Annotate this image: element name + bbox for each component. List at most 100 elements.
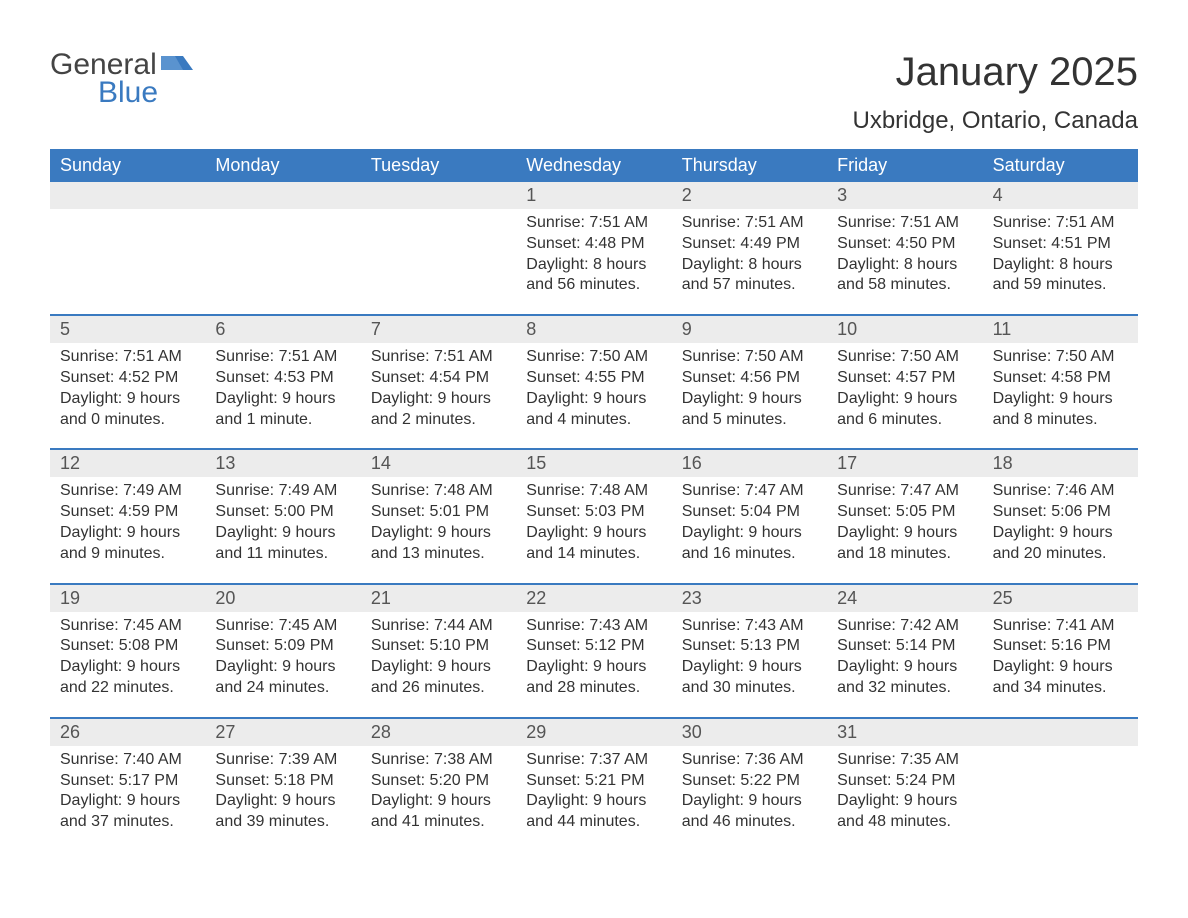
sunset-line: Sunset: 4:58 PM: [993, 368, 1128, 389]
calendar-cell: .: [361, 182, 516, 314]
calendar-cell: 8Sunrise: 7:50 AMSunset: 4:55 PMDaylight…: [516, 316, 671, 448]
sunrise-line: Sunrise: 7:46 AM: [993, 481, 1128, 502]
week-row: 12Sunrise: 7:49 AMSunset: 4:59 PMDayligh…: [50, 448, 1138, 582]
sunset-line: Sunset: 4:48 PM: [526, 234, 661, 255]
calendar-cell: 3Sunrise: 7:51 AMSunset: 4:50 PMDaylight…: [827, 182, 982, 314]
calendar-cell: 2Sunrise: 7:51 AMSunset: 4:49 PMDaylight…: [672, 182, 827, 314]
day-content: Sunrise: 7:35 AMSunset: 5:24 PMDaylight:…: [827, 746, 982, 833]
calendar-cell: 16Sunrise: 7:47 AMSunset: 5:04 PMDayligh…: [672, 450, 827, 582]
day-number: 18: [983, 450, 1138, 477]
sunrise-line: Sunrise: 7:51 AM: [526, 213, 661, 234]
day-number: 28: [361, 719, 516, 746]
sunset-line: Sunset: 5:12 PM: [526, 636, 661, 657]
sunset-line: Sunset: 5:16 PM: [993, 636, 1128, 657]
sunrise-line: Sunrise: 7:48 AM: [371, 481, 506, 502]
sunset-line: Sunset: 4:50 PM: [837, 234, 972, 255]
calendar-cell: 6Sunrise: 7:51 AMSunset: 4:53 PMDaylight…: [205, 316, 360, 448]
sunset-line: Sunset: 5:05 PM: [837, 502, 972, 523]
day-content: Sunrise: 7:45 AMSunset: 5:08 PMDaylight:…: [50, 612, 205, 699]
sunset-line: Sunset: 5:21 PM: [526, 771, 661, 792]
day-header-cell: Monday: [205, 149, 360, 182]
sunrise-line: Sunrise: 7:48 AM: [526, 481, 661, 502]
daylight-line: Daylight: 9 hours and 0 minutes.: [60, 389, 195, 431]
sunrise-line: Sunrise: 7:49 AM: [60, 481, 195, 502]
daylight-line: Daylight: 9 hours and 30 minutes.: [682, 657, 817, 699]
week-row: 26Sunrise: 7:40 AMSunset: 5:17 PMDayligh…: [50, 717, 1138, 851]
day-content: Sunrise: 7:51 AMSunset: 4:51 PMDaylight:…: [983, 209, 1138, 296]
calendar-cell: 19Sunrise: 7:45 AMSunset: 5:08 PMDayligh…: [50, 585, 205, 717]
day-content: Sunrise: 7:50 AMSunset: 4:57 PMDaylight:…: [827, 343, 982, 430]
day-content: Sunrise: 7:51 AMSunset: 4:54 PMDaylight:…: [361, 343, 516, 430]
day-number: 19: [50, 585, 205, 612]
calendar-cell: 7Sunrise: 7:51 AMSunset: 4:54 PMDaylight…: [361, 316, 516, 448]
sunset-line: Sunset: 5:14 PM: [837, 636, 972, 657]
sunset-line: Sunset: 5:10 PM: [371, 636, 506, 657]
sunrise-line: Sunrise: 7:51 AM: [60, 347, 195, 368]
sunrise-line: Sunrise: 7:38 AM: [371, 750, 506, 771]
daylight-line: Daylight: 9 hours and 44 minutes.: [526, 791, 661, 833]
day-header-cell: Friday: [827, 149, 982, 182]
calendar-cell: 12Sunrise: 7:49 AMSunset: 4:59 PMDayligh…: [50, 450, 205, 582]
calendar-cell: 18Sunrise: 7:46 AMSunset: 5:06 PMDayligh…: [983, 450, 1138, 582]
daylight-line: Daylight: 9 hours and 18 minutes.: [837, 523, 972, 565]
calendar-cell: 15Sunrise: 7:48 AMSunset: 5:03 PMDayligh…: [516, 450, 671, 582]
flag-icon: [161, 52, 193, 79]
sunset-line: Sunset: 4:52 PM: [60, 368, 195, 389]
day-number: 2: [672, 182, 827, 209]
day-content: Sunrise: 7:43 AMSunset: 5:13 PMDaylight:…: [672, 612, 827, 699]
sunset-line: Sunset: 5:03 PM: [526, 502, 661, 523]
sunset-line: Sunset: 4:57 PM: [837, 368, 972, 389]
calendar-cell: 10Sunrise: 7:50 AMSunset: 4:57 PMDayligh…: [827, 316, 982, 448]
day-header-cell: Saturday: [983, 149, 1138, 182]
day-content: Sunrise: 7:41 AMSunset: 5:16 PMDaylight:…: [983, 612, 1138, 699]
day-number: .: [50, 182, 205, 209]
day-header-row: SundayMondayTuesdayWednesdayThursdayFrid…: [50, 149, 1138, 182]
day-number: 29: [516, 719, 671, 746]
daylight-line: Daylight: 9 hours and 6 minutes.: [837, 389, 972, 431]
month-title: January 2025: [853, 50, 1139, 95]
day-content: Sunrise: 7:47 AMSunset: 5:04 PMDaylight:…: [672, 477, 827, 564]
sunset-line: Sunset: 4:51 PM: [993, 234, 1128, 255]
calendar: SundayMondayTuesdayWednesdayThursdayFrid…: [50, 149, 1138, 851]
week-row: 19Sunrise: 7:45 AMSunset: 5:08 PMDayligh…: [50, 583, 1138, 717]
day-content: Sunrise: 7:39 AMSunset: 5:18 PMDaylight:…: [205, 746, 360, 833]
daylight-line: Daylight: 9 hours and 39 minutes.: [215, 791, 350, 833]
daylight-line: Daylight: 8 hours and 59 minutes.: [993, 255, 1128, 297]
day-number: 12: [50, 450, 205, 477]
day-number: 23: [672, 585, 827, 612]
calendar-cell: 1Sunrise: 7:51 AMSunset: 4:48 PMDaylight…: [516, 182, 671, 314]
day-content: Sunrise: 7:47 AMSunset: 5:05 PMDaylight:…: [827, 477, 982, 564]
title-block: January 2025 Uxbridge, Ontario, Canada: [853, 50, 1139, 135]
calendar-cell: 24Sunrise: 7:42 AMSunset: 5:14 PMDayligh…: [827, 585, 982, 717]
sunrise-line: Sunrise: 7:41 AM: [993, 616, 1128, 637]
daylight-line: Daylight: 9 hours and 26 minutes.: [371, 657, 506, 699]
sunrise-line: Sunrise: 7:45 AM: [215, 616, 350, 637]
sunset-line: Sunset: 5:20 PM: [371, 771, 506, 792]
location-text: Uxbridge, Ontario, Canada: [853, 107, 1139, 135]
week-row: ...1Sunrise: 7:51 AMSunset: 4:48 PMDayli…: [50, 182, 1138, 314]
calendar-cell: 5 Sunrise: 7:51 AMSunset: 4:52 PMDaylight…: [50, 316, 205, 448]
calendar-cell: 21Sunrise: 7:44 AMSunset: 5:10 PMDayligh…: [361, 585, 516, 717]
day-content: Sunrise: 7:48 AMSunset: 5:03 PMDaylight:…: [516, 477, 671, 564]
sunset-line: Sunset: 5:09 PM: [215, 636, 350, 657]
sunrise-line: Sunrise: 7:40 AM: [60, 750, 195, 771]
day-number: 1: [516, 182, 671, 209]
daylight-line: Daylight: 8 hours and 58 minutes.: [837, 255, 972, 297]
daylight-line: Daylight: 9 hours and 13 minutes.: [371, 523, 506, 565]
sunrise-line: Sunrise: 7:47 AM: [682, 481, 817, 502]
calendar-cell: 4Sunrise: 7:51 AMSunset: 4:51 PMDaylight…: [983, 182, 1138, 314]
sunset-line: Sunset: 5:17 PM: [60, 771, 195, 792]
sunset-line: Sunset: 5:18 PM: [215, 771, 350, 792]
daylight-line: Daylight: 9 hours and 16 minutes.: [682, 523, 817, 565]
day-header-cell: Tuesday: [361, 149, 516, 182]
day-number: 25: [983, 585, 1138, 612]
calendar-cell: 20Sunrise: 7:45 AMSunset: 5:09 PMDayligh…: [205, 585, 360, 717]
day-number: 5: [50, 316, 205, 343]
sunrise-line: Sunrise: 7:51 AM: [682, 213, 817, 234]
sunrise-line: Sunrise: 7:51 AM: [215, 347, 350, 368]
sunrise-line: Sunrise: 7:42 AM: [837, 616, 972, 637]
daylight-line: Daylight: 9 hours and 5 minutes.: [682, 389, 817, 431]
sunset-line: Sunset: 4:55 PM: [526, 368, 661, 389]
day-number: 13: [205, 450, 360, 477]
sunset-line: Sunset: 5:00 PM: [215, 502, 350, 523]
